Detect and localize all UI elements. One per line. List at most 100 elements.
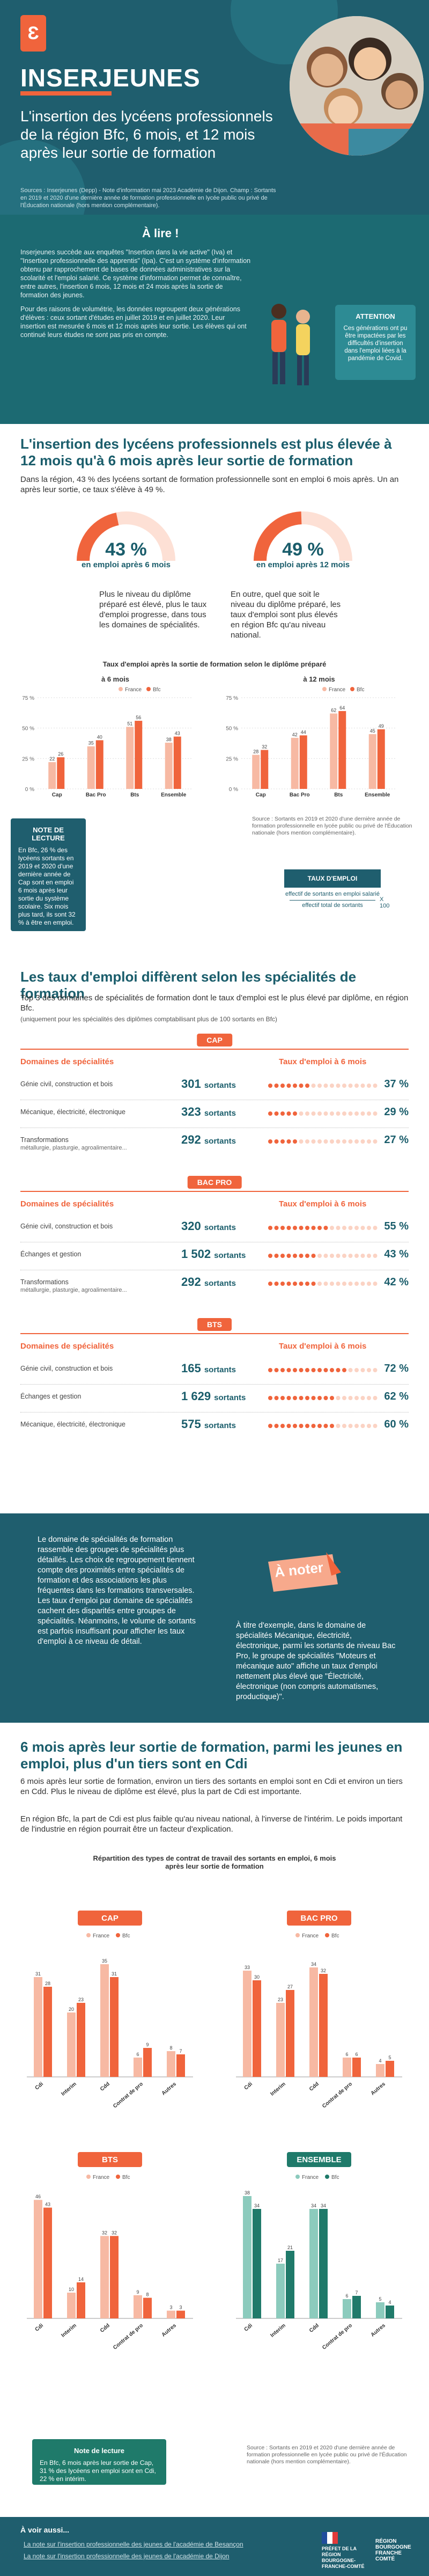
rate-dot <box>317 1226 322 1230</box>
bar-value-label: 30 <box>254 1974 260 1980</box>
rate-dot <box>268 1368 272 1372</box>
rate-dots <box>268 1111 378 1116</box>
rate-dot <box>342 1282 346 1286</box>
bar-value-label: 46 <box>35 2194 41 2199</box>
rate-dots <box>268 1282 378 1286</box>
rate-dot <box>286 1282 291 1286</box>
rate-dot <box>330 1368 334 1372</box>
bar-value-label: 56 <box>136 715 141 720</box>
bar-bfc <box>77 2282 85 2318</box>
rate-dot <box>280 1084 285 1088</box>
bar-value-label: 8 <box>169 2045 172 2051</box>
attention-body: Ces générations ont pu être impactées pa… <box>343 325 408 362</box>
x-tick-label: Bac Pro <box>86 792 106 798</box>
bar-france <box>165 742 173 789</box>
rate-dot <box>299 1396 304 1400</box>
section2-intro-note: (uniquement pour les spécialités des dip… <box>20 1015 277 1023</box>
bar-value-label: 27 <box>287 1984 293 1989</box>
sortants-label: sortants <box>204 1421 236 1430</box>
specialite-row: Génie civil, construction et bois 301 sor… <box>20 1076 409 1094</box>
contract-panel: BAC PRO France Bfc 33 30 Cdi 23 27 Interim 34 32 Cd… <box>236 1911 402 2110</box>
rate-dot <box>367 1282 371 1286</box>
rate-dot <box>354 1111 359 1116</box>
rate-dot <box>311 1139 316 1144</box>
specialite-row: Mécanique, électricité, électronique 575 … <box>20 1416 409 1435</box>
kpi-6-label: en emploi après 6 mois <box>82 560 171 569</box>
legend-france-swatch <box>295 2175 300 2179</box>
rate-dot <box>323 1111 328 1116</box>
panel-title: ENSEMBLE <box>297 2155 341 2164</box>
legend-bfc-swatch <box>116 2175 120 2179</box>
rate-dot <box>286 1111 291 1116</box>
specialite-row: Mécanique, électricité, électronique 323 … <box>20 1104 409 1122</box>
y-tick-label: 75 % <box>22 696 34 701</box>
rate-dots <box>268 1084 378 1088</box>
rate-dot <box>311 1254 316 1258</box>
people-illustration <box>271 304 310 385</box>
kpi-12-value: 49 % <box>282 539 324 560</box>
bar-value-label: 7 <box>179 2048 182 2054</box>
rate-dot <box>348 1139 353 1144</box>
rate-percent: 43 % <box>384 1248 409 1260</box>
rate-dot <box>330 1226 334 1230</box>
bar-bfc <box>352 2058 361 2077</box>
bar-value-label: 5 <box>388 2055 391 2060</box>
bar-france <box>343 2058 351 2077</box>
sortants-label: sortants <box>204 1137 236 1146</box>
bar-bfc <box>377 729 385 789</box>
x-tick-label: Contrat de pro <box>112 2323 144 2351</box>
rate-dot <box>354 1139 359 1144</box>
x-tick-label: Contrat de pro <box>112 2081 144 2110</box>
rate-dot <box>311 1282 316 1286</box>
bar-bfc <box>173 736 181 789</box>
bar-bfc <box>110 2236 119 2318</box>
section3-title: 6 mois après leur sortie de formation, p… <box>20 1739 403 1772</box>
bar-value-label: 7 <box>355 2290 358 2295</box>
rate-dot <box>274 1396 279 1400</box>
kpi-6-gauge <box>77 511 175 561</box>
legend-bfc-label: Bfc <box>357 687 364 693</box>
rate-dot <box>323 1424 328 1428</box>
rate-dot <box>305 1226 309 1230</box>
specialite-name: Génie civil, construction et bois <box>20 1080 113 1088</box>
rate-dot <box>268 1282 272 1286</box>
x-tick-label: Interim <box>269 2081 287 2097</box>
bar-bfc <box>176 2054 185 2077</box>
diploma-header-bar: CAP <box>20 1034 409 1050</box>
bar-bfc <box>386 2306 394 2318</box>
rate-percent: 29 % <box>384 1106 409 1118</box>
rate-dot <box>342 1111 346 1116</box>
rate-dot <box>311 1368 316 1372</box>
bar-bfc <box>143 2297 152 2318</box>
prefet-logo-text: PRÉFET DE LA RÉGION BOURGOGNE-FRANCHE-CO… <box>322 2546 365 2569</box>
legend-france-label: France <box>329 687 346 693</box>
footer-link-besancon[interactable]: La note sur l'insertion professionnelle … <box>24 2541 243 2548</box>
bar-value-label: 64 <box>339 705 345 711</box>
bar-france <box>276 2264 285 2318</box>
x-tick-label: Bac Pro <box>290 792 310 798</box>
rate-dots <box>268 1254 378 1258</box>
contract-panel: BTS France Bfc 46 43 Cdi 10 14 Interim 32 32 Cdd 9 8 C… <box>27 2152 193 2351</box>
specialite-row: Transformations métallurgie, plasturgie, … <box>20 1274 409 1293</box>
legend-france-swatch <box>295 1933 300 1937</box>
formula-denominator: effectif total de sortants <box>302 902 363 909</box>
rate-dot <box>323 1254 328 1258</box>
rate-percent: 55 % <box>384 1220 409 1232</box>
bar-value-label: 40 <box>97 734 102 740</box>
rate-dot <box>367 1226 371 1230</box>
footer-link-dijon[interactable]: La note sur l'insertion professionnelle … <box>24 2552 230 2560</box>
rate-dot <box>299 1282 304 1286</box>
legend-bfc-label: Bfc <box>122 1933 130 1939</box>
formula-title: TAUX D'EMPLOI <box>284 869 381 888</box>
bar-france <box>343 2299 351 2318</box>
x-tick-label: Interim <box>269 2323 287 2339</box>
bar-value-label: 38 <box>166 737 172 742</box>
sortants-count: 292 sortants <box>181 1275 236 1289</box>
sortants-count: 1 629 sortants <box>181 1389 246 1403</box>
specialite-name: Génie civil, construction et bois <box>20 1365 113 1372</box>
bar-value-label: 6 <box>345 2052 348 2057</box>
bar-value-label: 6 <box>355 2052 358 2057</box>
x-tick-label: Cap <box>256 792 266 798</box>
rate-dot <box>367 1084 371 1088</box>
rate-dot <box>348 1424 353 1428</box>
